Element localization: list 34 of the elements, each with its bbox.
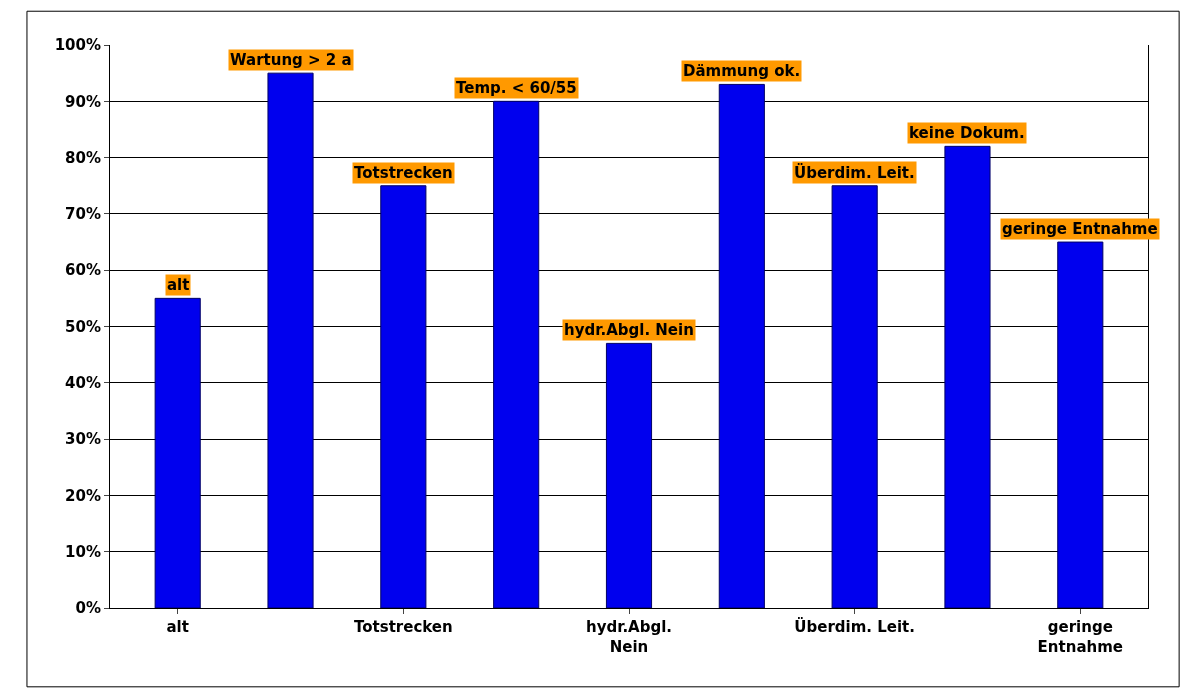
bar [380, 185, 427, 608]
y-tick-label: 10% [65, 542, 101, 561]
data-label: Wartung > 2 a [230, 51, 352, 69]
x-tick-label: Überdim. Leit. [794, 617, 915, 636]
bar [718, 83, 765, 608]
y-tick-label: 50% [65, 317, 101, 336]
bar [493, 100, 540, 608]
bar [944, 145, 991, 608]
data-label: keine Dokum. [909, 124, 1025, 142]
data-label: Totstrecken [354, 164, 453, 182]
data-label: Temp. < 60/55 [456, 79, 577, 97]
y-tick-label: 20% [65, 486, 101, 505]
y-tick-label: 90% [65, 92, 101, 111]
bar [267, 72, 314, 608]
y-tick-label: 30% [65, 430, 101, 449]
bar [605, 342, 653, 608]
y-tick-label: 70% [65, 205, 101, 224]
x-tick-label: alt [166, 618, 189, 636]
x-tick-label: geringe Entnahme [1037, 618, 1123, 656]
data-label: alt [167, 276, 190, 294]
data-label: Überdim. Leit. [794, 163, 915, 182]
y-tick-label: 100% [54, 36, 101, 55]
data-label: Dämmung ok. [683, 62, 801, 80]
data-label: hydr.Abgl. Nein [564, 321, 694, 339]
x-tick-label: Totstrecken [354, 618, 453, 636]
x-tick-label: hydr.Abgl. Nein [585, 618, 673, 656]
data-label: geringe Entnahme [1002, 220, 1158, 238]
bar [154, 297, 201, 608]
y-tick-label: 80% [65, 148, 101, 167]
bar [1057, 241, 1104, 608]
bar [831, 185, 878, 608]
y-tick-label: 0% [75, 599, 101, 618]
y-tick-label: 40% [65, 374, 101, 393]
y-tick-label: 60% [65, 261, 101, 280]
